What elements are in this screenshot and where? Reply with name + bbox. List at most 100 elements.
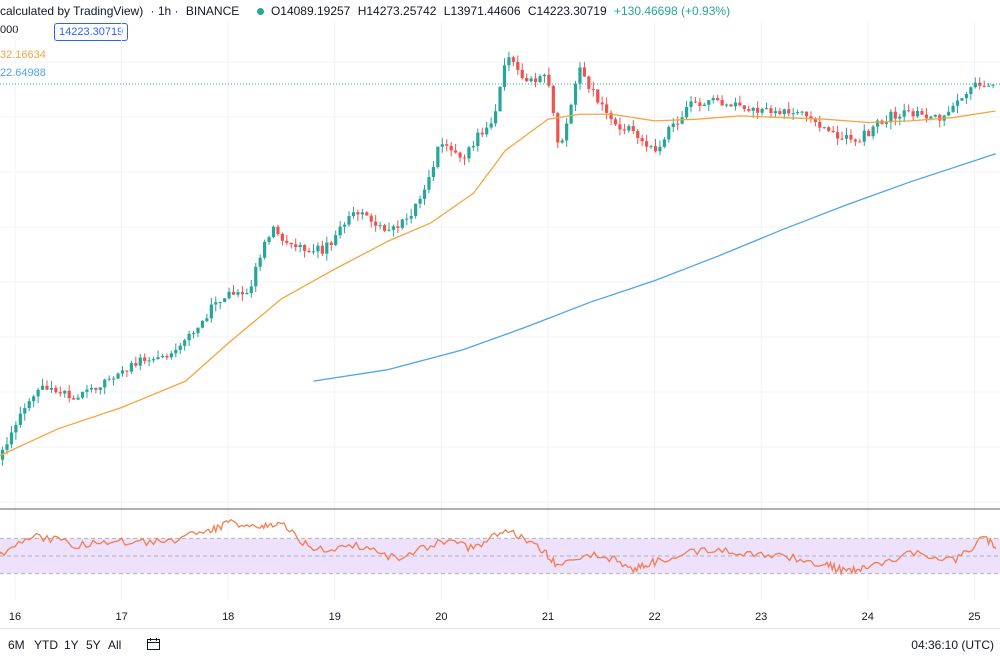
candle-body bbox=[533, 78, 538, 83]
candle-body bbox=[254, 266, 258, 287]
candle-body bbox=[653, 146, 658, 152]
candle-body bbox=[742, 105, 746, 110]
candle-body bbox=[991, 84, 995, 86]
candle-body bbox=[875, 120, 880, 127]
candle-body bbox=[369, 215, 373, 222]
candle-body bbox=[431, 167, 436, 178]
candle-body bbox=[915, 111, 920, 117]
candle-body bbox=[782, 109, 786, 115]
x-tick-label: 19 bbox=[329, 611, 341, 623]
candle-body bbox=[103, 379, 107, 388]
candle-body bbox=[134, 362, 138, 366]
range-6m[interactable]: 6M bbox=[8, 638, 25, 652]
candle-body bbox=[107, 378, 111, 380]
candle-body bbox=[245, 293, 249, 295]
candle-body bbox=[125, 370, 129, 372]
candle-body bbox=[605, 104, 609, 113]
candle-body bbox=[120, 370, 125, 374]
candle-body bbox=[693, 101, 698, 103]
candle-body bbox=[138, 357, 142, 366]
x-tick-label: 24 bbox=[862, 611, 874, 623]
candle-body bbox=[889, 111, 893, 123]
candle-body bbox=[334, 235, 338, 245]
candle-body bbox=[316, 245, 320, 252]
candle-body bbox=[591, 88, 595, 90]
candle-body bbox=[418, 198, 422, 204]
candle-body bbox=[178, 345, 182, 350]
x-tick-label: 16 bbox=[9, 611, 21, 623]
candle-body bbox=[658, 146, 662, 152]
candle-body bbox=[32, 396, 36, 402]
candle-body bbox=[307, 250, 311, 253]
candle-body bbox=[298, 244, 302, 247]
candle-body bbox=[49, 387, 54, 390]
candle-body bbox=[405, 218, 409, 220]
candle-body bbox=[751, 108, 755, 111]
candle-body bbox=[271, 226, 276, 238]
x-tick-label: 23 bbox=[755, 611, 767, 623]
candle-body bbox=[862, 130, 866, 142]
candle-body bbox=[502, 65, 507, 87]
candle-body bbox=[631, 126, 635, 131]
candle-body bbox=[804, 111, 809, 117]
candle-body bbox=[840, 138, 844, 140]
calendar-icon[interactable] bbox=[147, 638, 160, 650]
candle-body bbox=[156, 357, 160, 360]
chart-title: calculated by TradingView) bbox=[0, 4, 144, 18]
price-box: 14223.30719 bbox=[54, 23, 129, 41]
candle-body bbox=[382, 225, 387, 231]
candle-body bbox=[955, 100, 960, 106]
candle-body bbox=[493, 111, 498, 124]
chart-canvas[interactable]: 16 17 18 19 20 21 22 23 24 25 bbox=[0, 0, 1000, 628]
candle-body bbox=[760, 108, 764, 113]
range-all[interactable]: All bbox=[108, 638, 122, 652]
candle-body bbox=[294, 244, 298, 247]
candle-body bbox=[618, 124, 622, 130]
candle-body bbox=[347, 215, 351, 225]
candle-body bbox=[680, 117, 684, 124]
x-tick-label: 22 bbox=[648, 611, 660, 623]
candle-body bbox=[573, 83, 578, 105]
ma-short-value: 32.16634 bbox=[0, 49, 46, 61]
candle-body bbox=[947, 111, 951, 116]
candle-body bbox=[214, 302, 218, 305]
candle-body bbox=[596, 89, 600, 103]
candle-body bbox=[23, 408, 27, 414]
candle-body bbox=[471, 145, 475, 148]
candle-body bbox=[773, 111, 778, 114]
range-1y[interactable]: 1Y bbox=[64, 638, 79, 652]
candle-body bbox=[325, 242, 329, 254]
candle-body bbox=[929, 116, 933, 119]
range-ytd[interactable]: YTD bbox=[34, 638, 58, 652]
candle-body bbox=[58, 392, 62, 394]
candle-body bbox=[698, 102, 702, 106]
candle-body bbox=[729, 104, 733, 107]
candle-body bbox=[396, 226, 400, 228]
candle-body bbox=[14, 424, 18, 433]
candle-body bbox=[689, 101, 693, 107]
candle-body bbox=[587, 76, 591, 89]
candle-body bbox=[462, 157, 467, 159]
candle-body bbox=[387, 229, 391, 231]
candle-body bbox=[116, 373, 120, 379]
candle-body bbox=[796, 112, 800, 114]
ohlc-open: O14089.19257 bbox=[270, 4, 351, 18]
range-5y[interactable]: 5Y bbox=[86, 638, 101, 652]
candle-body bbox=[600, 102, 604, 105]
candle-body bbox=[645, 141, 649, 147]
candle-body bbox=[733, 102, 738, 107]
candle-body bbox=[480, 132, 484, 135]
candle-body bbox=[200, 321, 205, 328]
candle-body bbox=[818, 121, 822, 128]
candle-body bbox=[231, 291, 236, 295]
candle-body bbox=[422, 189, 427, 199]
candle-body bbox=[414, 203, 418, 217]
candle-body bbox=[676, 123, 680, 125]
candle-body bbox=[849, 135, 853, 140]
candle-body bbox=[280, 233, 284, 241]
candle-body bbox=[498, 86, 502, 112]
candle-body bbox=[320, 245, 324, 254]
candle-body bbox=[902, 110, 906, 117]
utc-clock[interactable]: 04:36:10 (UTC) bbox=[911, 638, 994, 652]
candle-body bbox=[622, 129, 626, 131]
